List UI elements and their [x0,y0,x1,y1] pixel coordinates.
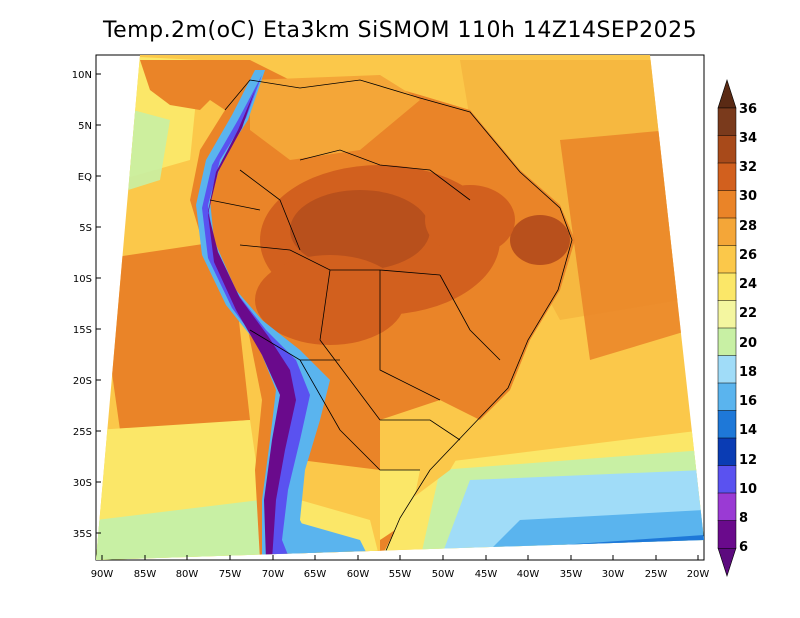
atlantic-orange-field [560,130,690,360]
lon-label: 75W [219,569,242,580]
colorbar-swatch [717,492,737,522]
border-lines [209,79,573,560]
andes-coldest-band [208,90,296,560]
lat-label: 5N [78,121,92,132]
colorbar-label: 26 [739,248,757,263]
colorbar-swatch [717,135,737,164]
colorbar-label: 20 [739,336,757,351]
lat-label: 30S [73,478,92,489]
lon-label: 20W [687,569,710,580]
lat-label: 35S [73,529,92,540]
colorbar-swatch [717,465,737,494]
central-america-field [140,60,240,110]
northeast-warm-field [425,185,515,255]
lon-label: 55W [389,569,412,580]
lon-label: 30W [602,569,625,580]
lat-label: 25S [73,427,92,438]
lat-label: EQ [78,172,92,183]
colorbar-swatch [717,520,737,549]
lat-label: 10N [72,70,92,81]
lat-label: 15S [73,325,92,336]
uruguay-field [380,470,420,540]
pacific-orange-field [96,240,250,430]
colorbar-swatch [717,355,737,384]
lon-label: 90W [91,569,114,580]
lon-label: 35W [560,569,583,580]
colorbar-bottom-arrow [717,547,737,577]
south-america-coastline [224,79,573,560]
colorbar-label: 22 [739,306,757,321]
colorbar-top-arrow [717,79,737,109]
colorbar-label: 16 [739,394,757,409]
lon-label: 60W [347,569,370,580]
lon-label: 65W [304,569,327,580]
lat-label: 20S [73,376,92,387]
colorbar-label: 32 [739,160,757,175]
colorbar: 36 34 32 30 28 26 24 22 20 18 16 14 12 1… [717,79,757,577]
colorbar-label: 6 [739,540,748,555]
colorbar-swatch [717,107,737,137]
colorbar-swatch [717,245,737,274]
north-land-field [250,75,420,160]
colorbar-swatches [717,107,737,549]
axis-ticks [96,73,699,560]
lon-label: 25W [645,569,668,580]
temperature-field [96,55,704,560]
lat-label: 10S [73,274,92,285]
colorbar-labels: 36 34 32 30 28 26 24 22 20 18 16 14 12 1… [739,102,757,555]
pacific-south-green [96,500,270,560]
colorbar-swatch [717,327,737,357]
amazon-core-field [290,190,430,270]
colorbar-label: 28 [739,219,757,234]
colorbar-swatch [717,300,737,329]
colorbar-label: 10 [739,482,757,497]
colorbar-swatch [717,162,737,192]
west-borders [209,169,420,471]
lon-label: 85W [134,569,157,580]
colorbar-label: 30 [739,189,757,204]
colorbar-label: 34 [739,131,757,146]
colorbar-label: 24 [739,277,757,292]
lat-label: 5S [79,223,92,234]
lon-label: 80W [176,569,199,580]
colorbar-swatch [717,272,737,302]
northeast-hot-field [510,215,570,265]
brazil-border [239,149,501,441]
lon-label: 70W [262,569,285,580]
colorbar-swatch [717,410,737,439]
lon-label: 50W [432,569,455,580]
colorbar-label: 18 [739,365,757,380]
colorbar-swatch [717,437,737,467]
colorbar-swatch [717,190,737,219]
lon-label: 45W [475,569,498,580]
colorbar-swatch [717,382,737,412]
colorbar-label: 36 [739,102,757,117]
lon-label: 40W [517,569,540,580]
central-hot-field [255,255,405,345]
latitude-labels: 10N 5N EQ 5S 10S 15S 20S 25S 30S 35S [72,70,92,540]
longitude-labels: 90W 85W 80W 75W 70W 65W 60W 55W 50W 45W … [91,569,710,580]
map-title: Temp.2m(oC) Eta3km SiSMOM 110h 14Z14SEP2… [102,18,698,43]
colorbar-swatch [717,217,737,247]
colorbar-label: 12 [739,453,757,468]
colorbar-label: 8 [739,511,748,526]
colorbar-label: 14 [739,423,757,438]
